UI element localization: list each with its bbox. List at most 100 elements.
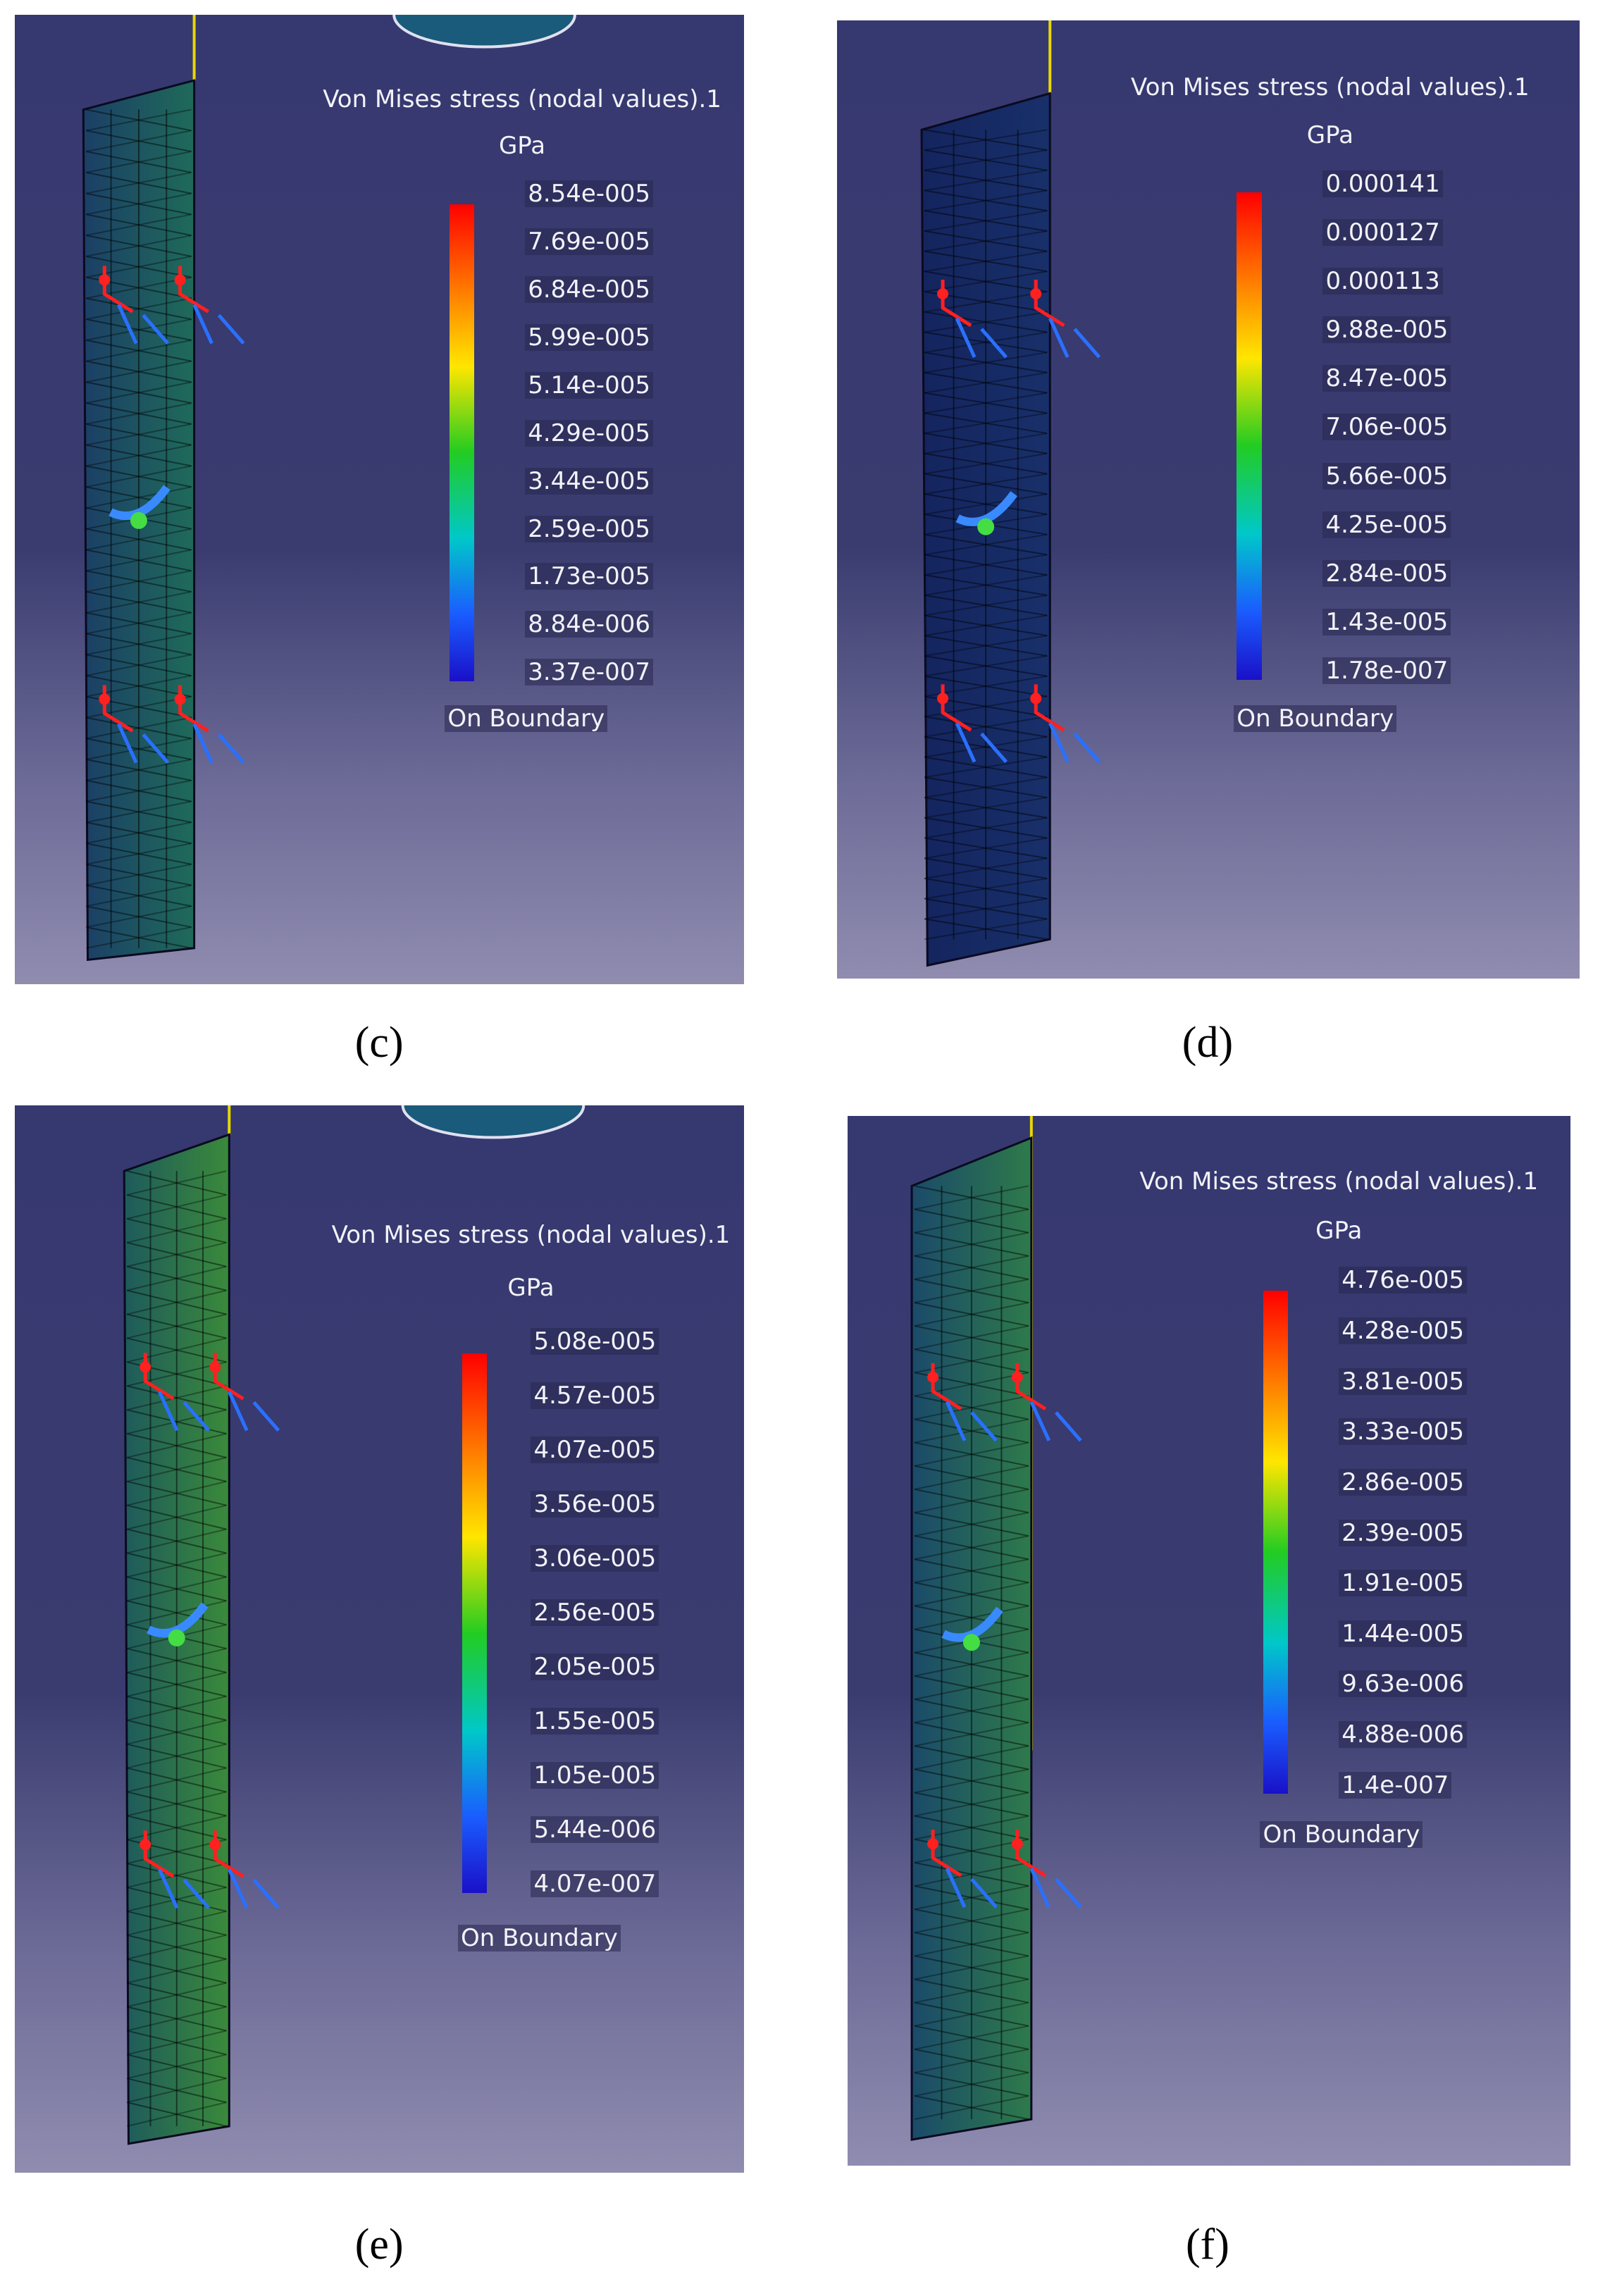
constraint-node (209, 1361, 221, 1373)
constraint-node (174, 274, 186, 286)
constraint-node (927, 1371, 938, 1383)
legend-label: 9.63e-006 (1339, 1670, 1468, 1698)
legend-footer: On Boundary (457, 1925, 621, 1952)
constraint-node (937, 693, 949, 705)
constraint-arrow (1029, 1867, 1082, 1909)
compass-disc (392, 14, 576, 49)
legend-label: 5.99e-005 (525, 323, 653, 351)
screenshot-panel: Von Mises stress (nodal values).1 GPa 5.08… (14, 1105, 744, 2173)
constraint-arrow (157, 1391, 210, 1432)
legend-label: 2.05e-005 (531, 1653, 659, 1681)
constraint-arrow (1048, 317, 1101, 359)
legend-footer: On Boundary (1234, 705, 1397, 733)
model-view (82, 14, 576, 961)
legend-label: 1.55e-005 (531, 1708, 659, 1735)
legend-label: 3.56e-005 (531, 1491, 659, 1518)
load-node (962, 1633, 980, 1651)
legend-label: 3.33e-005 (1339, 1418, 1468, 1446)
legend-label: 7.06e-005 (1322, 414, 1451, 441)
constraint-node (98, 274, 110, 286)
legend-label: 2.56e-005 (531, 1599, 659, 1627)
legend-label: 8.54e-005 (525, 180, 653, 208)
legend-label: 4.25e-005 (1322, 511, 1451, 538)
constraint-node (98, 693, 110, 705)
caption: (d) (1182, 1018, 1234, 1067)
constraint-arrow (1029, 1401, 1082, 1442)
model-view (123, 1105, 585, 2145)
legend-label: 3.37e-007 (525, 659, 653, 686)
legend-label: 2.39e-005 (1339, 1519, 1468, 1546)
legend-label: 1.91e-005 (1339, 1570, 1468, 1597)
constraint-node (1030, 693, 1042, 705)
constraint-arrow (192, 304, 245, 345)
legend-label: 2.59e-005 (525, 515, 653, 542)
screenshot-panel: Von Mises stress (nodal values).1 GPa 4.76… (847, 1115, 1571, 2166)
legend-label: 1.4e-007 (1339, 1771, 1452, 1799)
model-view (920, 20, 1101, 967)
color-bar (1263, 1290, 1288, 1794)
legend-label: 0.000113 (1322, 268, 1443, 295)
legend-unit: GPa (507, 1273, 554, 1302)
constraint-node (1011, 1837, 1023, 1849)
legend-label: 4.07e-007 (531, 1870, 659, 1898)
legend-footer: On Boundary (1260, 1821, 1423, 1849)
legend-label: 3.81e-005 (1339, 1367, 1468, 1395)
constraint-node (139, 1839, 151, 1851)
legend-label: 5.14e-005 (525, 371, 653, 399)
constraint-arrow (192, 723, 245, 764)
legend-label: 1.44e-005 (1339, 1620, 1468, 1647)
legend-label: 1.05e-005 (531, 1762, 659, 1789)
legend-label: 3.06e-005 (531, 1545, 659, 1572)
legend-label: 1.78e-007 (1322, 657, 1451, 685)
caption: (f) (1185, 2220, 1229, 2269)
model-view (910, 1115, 1082, 2141)
legend-title: Von Mises stress (nodal values).1 (1139, 1167, 1539, 1196)
constraint-node (139, 1361, 151, 1373)
screenshot-panel: Von Mises stress (nodal values).1 GPa 8.54… (14, 14, 744, 985)
constraint-arrow (116, 723, 169, 764)
legend-unit: GPa (1306, 121, 1353, 150)
legend-label: 4.29e-005 (525, 419, 653, 447)
legend-title: Von Mises stress (nodal values).1 (323, 85, 721, 113)
constraint-arrow (227, 1391, 280, 1432)
load-node (130, 511, 147, 529)
constraint-arrow (955, 722, 1008, 764)
legend-label: 4.76e-005 (1339, 1267, 1468, 1294)
constraint-arrow (955, 317, 1008, 359)
constraint-node (209, 1839, 221, 1851)
compass-disc (401, 1105, 585, 1139)
load-node (977, 518, 995, 535)
screenshot-panel: Von Mises stress (nodal values).1 GPa 0.00… (837, 20, 1580, 979)
legend-label: 7.69e-005 (525, 228, 653, 256)
caption: (c) (354, 1018, 404, 1067)
legend-unit: GPa (1315, 1217, 1363, 1246)
color-bar (1237, 192, 1262, 680)
constraint-node (1030, 287, 1042, 299)
constraint-arrow (945, 1867, 998, 1909)
legend-label: 2.84e-005 (1322, 559, 1451, 587)
legend-label: 2.86e-005 (1339, 1468, 1468, 1496)
legend-unit: GPa (498, 131, 546, 160)
legend-label: 4.28e-005 (1339, 1317, 1468, 1345)
caption: (e) (354, 2220, 404, 2269)
load-node (168, 1630, 185, 1647)
color-bar (449, 204, 474, 681)
constraint-node (937, 287, 949, 299)
legend-label: 5.44e-006 (531, 1816, 659, 1844)
legend-label: 9.88e-005 (1322, 316, 1451, 344)
legend-label: 4.57e-005 (531, 1382, 659, 1410)
legend-label: 1.43e-005 (1322, 609, 1451, 636)
legend-title: Von Mises stress (nodal values).1 (1130, 73, 1530, 102)
legend-title: Von Mises stress (nodal values).1 (331, 1221, 731, 1250)
constraint-node (927, 1837, 938, 1849)
legend-label: 3.44e-005 (525, 467, 653, 495)
constraint-arrow (116, 304, 169, 345)
constraint-arrow (157, 1868, 210, 1910)
legend-label: 0.000127 (1322, 218, 1443, 246)
legend-label: 8.47e-005 (1322, 365, 1451, 392)
constraint-arrow (945, 1401, 998, 1442)
legend-footer: On Boundary (445, 705, 608, 733)
color-bar (462, 1353, 488, 1893)
constraint-node (174, 693, 186, 705)
